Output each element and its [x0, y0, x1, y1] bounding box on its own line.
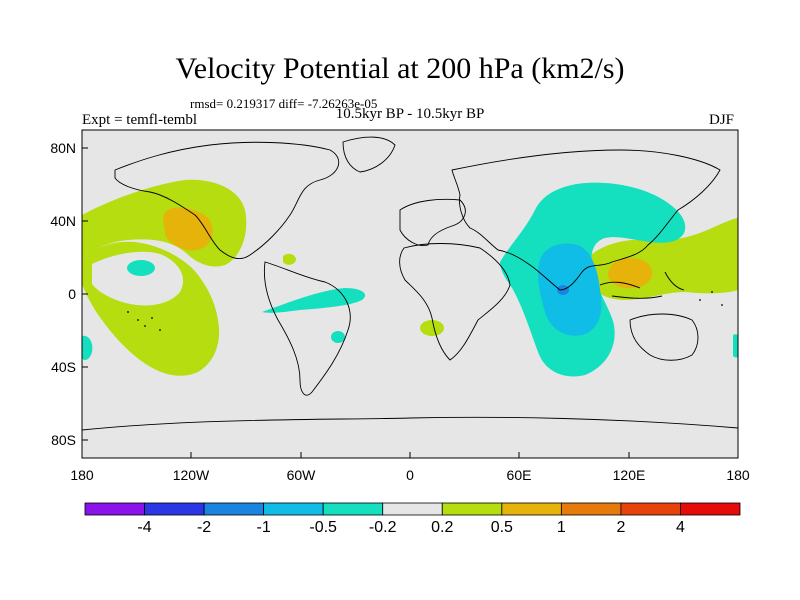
axis-ticks: [82, 147, 630, 458]
x-tick-label: 180: [70, 467, 94, 483]
period-subtitle: 10.5kyr BP - 10.5kyr BP: [335, 106, 485, 122]
west-edge-negative-spot: [82, 335, 93, 360]
colorbar-label: -1: [256, 519, 271, 536]
chart-title: Velocity Potential at 200 hPa (km2/s): [175, 52, 625, 85]
season-label: DJF: [709, 112, 735, 128]
colorbar-label: 4: [676, 519, 685, 536]
coastlines: [82, 136, 738, 431]
colorbar-box: [382, 502, 443, 516]
x-tick-label: 0: [406, 467, 414, 483]
colorbar-box: [680, 502, 741, 516]
colorbar-box: [322, 502, 384, 516]
rmsd-diff-stats: rmsd= 0.219317 diff= -7.26263e-05: [190, 96, 378, 111]
colorbar-label: 2: [616, 519, 626, 536]
x-tick-label: 120E: [612, 467, 646, 483]
colorbar-label: 0.5: [490, 519, 513, 536]
caribbean-positive-spot: [283, 253, 296, 265]
colorbar-label: -4: [137, 519, 152, 536]
indian-ocean-core-region: [537, 243, 602, 336]
y-tick-label: 0: [68, 286, 76, 302]
y-tick-label: 40S: [51, 359, 76, 375]
experiment-label: Expt = temfl-tembl: [82, 112, 198, 128]
colorbar-box: [263, 502, 324, 516]
south-atlantic-positive-spot: [420, 320, 444, 336]
colorbar-label: -0.2: [368, 519, 397, 536]
colorbar-label: -0.5: [309, 519, 337, 536]
colorbar-box: [620, 502, 681, 516]
colorbar-label: 1: [556, 519, 566, 536]
east-edge-negative-spot: [733, 334, 738, 358]
central-pacific-negative-spot: [127, 260, 155, 276]
colorbar-box: [501, 502, 562, 516]
maritime-continent-maximum-region: [607, 258, 653, 289]
colorbar-box: [144, 502, 205, 516]
y-tick-label: 80S: [51, 432, 76, 448]
colorbar-box: [560, 502, 622, 516]
colorbar-label: 0.2: [431, 519, 454, 536]
south-pacific-gap: [92, 251, 184, 306]
colorbar-box: [84, 502, 145, 516]
north-america-maximum-region: [163, 207, 213, 251]
x-tick-label: 120W: [172, 467, 210, 483]
tropical-atlantic-negative-region: [262, 288, 366, 313]
colorbar-box: [203, 502, 265, 516]
x-tick-label: 180: [726, 467, 750, 483]
y-tick-label: 40N: [50, 213, 76, 229]
y-tick-label: 80N: [50, 140, 76, 156]
x-tick-label: 60W: [286, 467, 316, 483]
colorbar-label: -2: [196, 519, 212, 536]
x-tick-label: 60E: [506, 467, 532, 483]
colorbar: [84, 502, 741, 516]
island-dots: [127, 291, 723, 331]
brazil-negative-spot: [331, 331, 345, 343]
colorbar-box: [441, 502, 503, 516]
